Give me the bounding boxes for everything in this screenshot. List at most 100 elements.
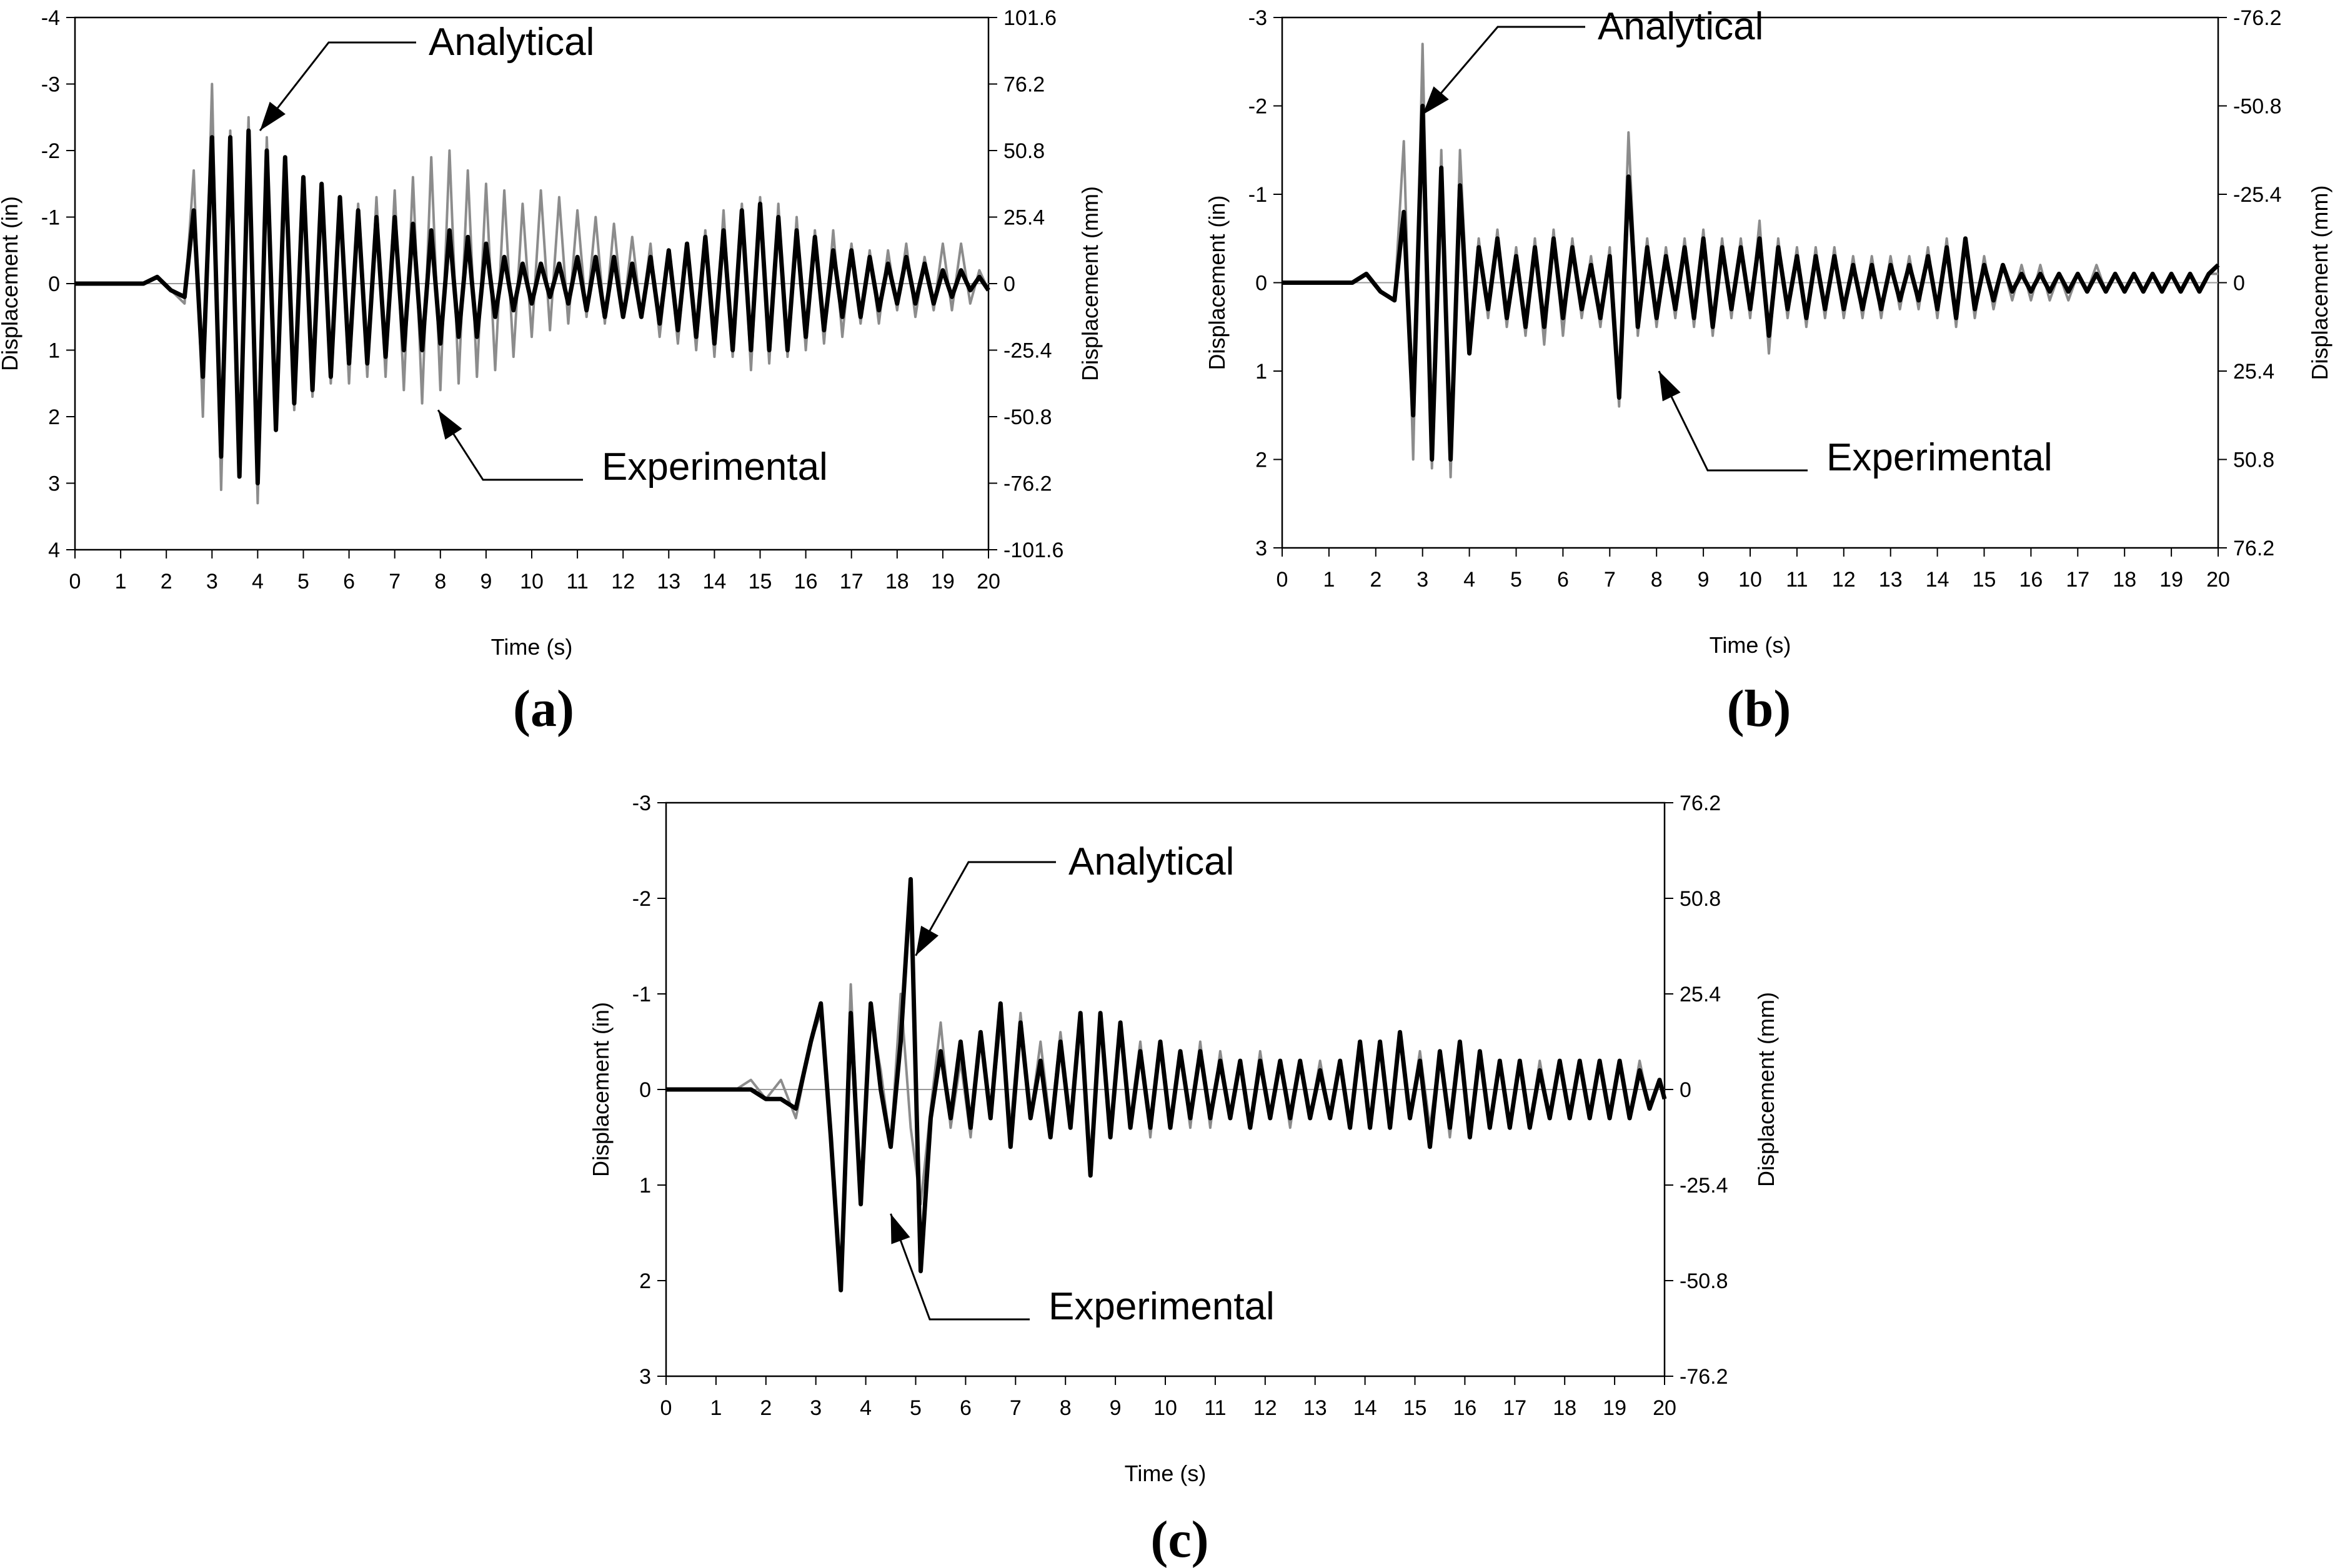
x-tick-label: 12: [611, 570, 635, 593]
y-right-tick-label: -25.4: [1680, 1174, 1728, 1198]
x-tick-label: 12: [1253, 1396, 1277, 1420]
x-tick-label: 9: [1698, 568, 1710, 592]
y-right-tick-label: -101.6: [1003, 538, 1063, 562]
x-tick-label: 3: [206, 570, 218, 593]
y-right-tick-label: -76.2: [1680, 1365, 1728, 1389]
x-tick-label: 15: [1973, 568, 1996, 592]
series-line-analytical: [1282, 104, 2220, 462]
annotation-arrow-icon: [890, 1213, 910, 1244]
x-tick-label: 10: [1738, 568, 1762, 592]
x-tick-label: 13: [1303, 1396, 1327, 1420]
x-tick-label: 7: [1010, 1396, 1022, 1420]
y-left-tick-label: -2: [41, 139, 60, 163]
y-left-tick-label: -2: [632, 887, 651, 911]
y-right-axis-label: Displacement (mm): [1753, 992, 1779, 1187]
x-tick-label: 6: [960, 1396, 972, 1420]
y-left-axis-label: Displacement (in): [0, 196, 22, 371]
x-tick-label: 4: [1463, 568, 1475, 592]
x-tick-label: 17: [1503, 1396, 1526, 1420]
y-right-tick-label: 50.8: [1003, 139, 1045, 163]
x-tick-label: 18: [2113, 568, 2136, 592]
annotation-analytical: Analytical: [1598, 5, 1763, 48]
x-tick-label: 15: [749, 570, 772, 593]
x-tick-label: 6: [1557, 568, 1569, 592]
annotation-arrow-icon: [1422, 86, 1449, 115]
x-tick-label: 14: [1353, 1396, 1377, 1420]
x-tick-label: 15: [1403, 1396, 1427, 1420]
annotation-leader-experimental: [890, 1213, 1030, 1321]
y-left-tick-label: 0: [1255, 272, 1267, 295]
y-left-tick-label: 3: [639, 1365, 651, 1389]
x-tick-label: 16: [1453, 1396, 1476, 1420]
y-left-tick-label: -3: [1248, 6, 1267, 30]
y-left-tick-label: 1: [639, 1174, 651, 1198]
annotation-arrow-icon: [1658, 371, 1681, 402]
x-tick-label: 2: [760, 1396, 772, 1420]
annotation-leader-analytical: [915, 861, 1056, 956]
x-tick-label: 3: [810, 1396, 822, 1420]
y-left-tick-label: 1: [1255, 360, 1267, 384]
y-right-tick-label: 50.8: [1680, 887, 1721, 911]
annotation-arrow-icon: [915, 925, 939, 956]
x-tick-label: 19: [931, 570, 955, 593]
x-tick-label: 0: [69, 570, 81, 593]
annotation-leader-analytical: [1421, 26, 1585, 116]
x-tick-label: 5: [297, 570, 309, 593]
x-tick-label: 1: [115, 570, 127, 593]
x-tick-label: 1: [710, 1396, 722, 1420]
y-left-axis-label: Displacement (in): [588, 1002, 614, 1177]
series-line-analytical: [75, 128, 990, 485]
x-tick-label: 20: [977, 570, 1000, 593]
y-right-axis-label: Displacement (mm): [2307, 185, 2333, 380]
x-tick-label: 20: [1653, 1396, 1676, 1420]
x-tick-label: 7: [1604, 568, 1616, 592]
x-tick-label: 16: [2019, 568, 2043, 592]
y-left-tick-label: 2: [639, 1269, 651, 1293]
y-right-tick-label: 25.4: [1003, 206, 1045, 230]
x-tick-label: 2: [161, 570, 172, 593]
x-tick-label: 18: [885, 570, 909, 593]
x-tick-label: 5: [1510, 568, 1522, 592]
y-left-tick-label: -1: [41, 206, 60, 230]
x-tick-label: 14: [1926, 568, 1949, 592]
x-tick-label: 9: [480, 570, 492, 593]
y-left-tick-label: 2: [48, 405, 60, 429]
x-tick-label: 6: [343, 570, 355, 593]
annotation-analytical: Analytical: [429, 21, 594, 64]
annotation-leader-experimental: [437, 409, 583, 481]
panel-label: (b): [1727, 680, 1791, 738]
x-tick-label: 14: [702, 570, 726, 593]
x-tick-label: 13: [657, 570, 680, 593]
chart-panel-c: 0 1 2 3 4 5 6 7 8 9 10 11 12 13 14 15 16 17 18 19 20-3-2-101…: [588, 791, 1779, 1568]
y-right-tick-label: -25.4: [1003, 339, 1052, 363]
x-tick-label: 8: [1060, 1396, 1072, 1420]
x-tick-label: 8: [434, 570, 446, 593]
y-right-tick-label: 25.4: [2233, 360, 2274, 384]
x-tick-label: 4: [252, 570, 264, 593]
y-left-tick-label: 1: [48, 339, 60, 363]
annotation-experimental: Experimental: [1048, 1285, 1275, 1328]
y-left-tick-label: 4: [48, 538, 60, 562]
y-right-tick-label: 50.8: [2233, 449, 2274, 472]
chart-panel-a: 0 1 2 3 4 5 6 7 8 9 10 11 12 13 14 15 16 17 18 19 20-4-3-2-1…: [0, 6, 1103, 738]
y-right-tick-label: 76.2: [2233, 537, 2274, 560]
x-tick-label: 10: [1153, 1396, 1177, 1420]
annotation-experimental: Experimental: [602, 445, 828, 489]
x-tick-label: 19: [1603, 1396, 1626, 1420]
y-left-tick-label: -3: [41, 73, 60, 97]
x-tick-label: 13: [1879, 568, 1903, 592]
annotation-leader-experimental: [1658, 370, 1808, 472]
panel-label: (a): [513, 680, 574, 738]
y-right-tick-label: -76.2: [2233, 6, 2282, 30]
x-tick-label: 17: [840, 570, 864, 593]
annotation-analytical: Analytical: [1068, 840, 1234, 883]
y-right-tick-label: -25.4: [2233, 183, 2282, 207]
x-tick-label: 0: [1277, 568, 1288, 592]
chart-panel-b: 0 1 2 3 4 5 6 7 8 9 10 11 12 13 14 15 16 17 18 19 20-3-2-101…: [1204, 5, 2333, 738]
y-right-tick-label: 0: [2233, 272, 2245, 295]
x-tick-label: 19: [2159, 568, 2183, 592]
x-tick-label: 12: [1832, 568, 1856, 592]
y-left-tick-label: -3: [632, 791, 651, 815]
y-left-axis-label: Displacement (in): [1204, 195, 1230, 370]
